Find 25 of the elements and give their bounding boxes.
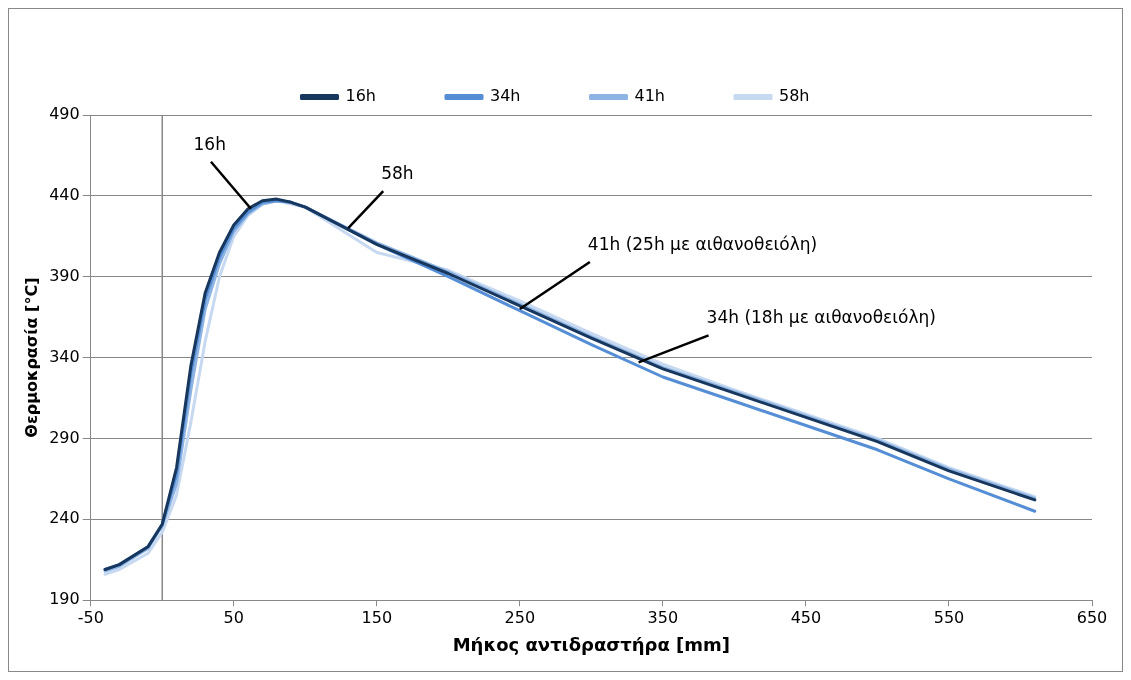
x-tick-label: 150 <box>361 607 393 627</box>
legend-label: 34h <box>490 86 521 106</box>
annotation: 16h <box>193 133 226 154</box>
x-tick-label: 650 <box>1076 607 1108 627</box>
y-tick-label: 440 <box>49 185 80 205</box>
y-tick-label: 490 <box>49 104 80 124</box>
legend-label: 16h <box>345 86 376 106</box>
annotation: 34h (18h με αιθανοθειόλη) <box>706 307 936 328</box>
x-tick-label: 450 <box>790 607 822 627</box>
legend-label: 58h <box>779 86 810 106</box>
y-tick-label: 190 <box>49 589 80 609</box>
x-axis-title: Μήκος αντιδραστήρα [mm] <box>452 633 731 655</box>
x-tick-label: -50 <box>77 607 104 627</box>
annotation: 58h <box>381 163 414 184</box>
y-tick-label: 290 <box>49 427 80 447</box>
x-tick-label: 350 <box>647 607 679 627</box>
y-tick-label: 390 <box>49 265 80 285</box>
y-tick-label: 240 <box>49 508 80 528</box>
legend-label: 41h <box>634 86 665 106</box>
y-tick-label: 340 <box>49 346 80 366</box>
y-axis-title: Θερμοκρασία [°C] <box>21 277 41 438</box>
x-tick-label: 550 <box>933 607 965 627</box>
annotation: 41h (25h με αιθανοθειόλη) <box>587 234 818 254</box>
x-tick-label: 250 <box>504 607 536 627</box>
x-tick-label: 50 <box>223 607 244 627</box>
